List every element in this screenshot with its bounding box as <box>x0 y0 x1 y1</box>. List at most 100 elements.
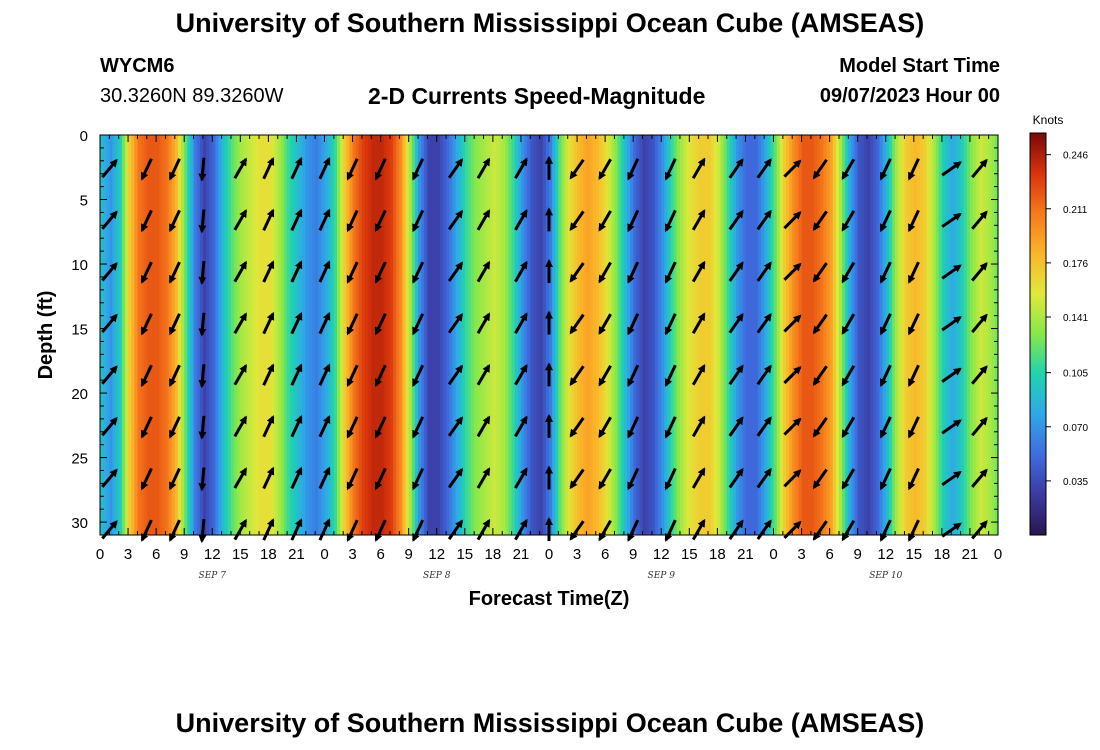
heatmap-cell <box>371 135 375 535</box>
current-vector-arrow <box>812 365 828 386</box>
heatmap-cell <box>920 135 924 535</box>
heatmap-cell <box>795 135 800 535</box>
current-vector-arrow <box>447 364 464 386</box>
heatmap-cell <box>586 135 591 535</box>
current-vector-arrow <box>514 415 528 438</box>
heatmap-cell <box>100 135 104 535</box>
x-tick-label: 9 <box>629 546 637 563</box>
current-vector-arrow <box>971 416 988 437</box>
current-vector-arrow <box>756 364 772 386</box>
x-tick-label: 21 <box>962 546 979 563</box>
current-vector-arrow <box>262 363 275 386</box>
current-vector-arrow <box>627 416 640 439</box>
heatmap-cell <box>499 135 503 535</box>
current-vector-arrow <box>812 262 828 283</box>
current-vector-arrow <box>691 363 706 386</box>
heatmap-cell <box>234 135 238 535</box>
heatmap-cell <box>729 135 734 535</box>
heatmap-cell <box>651 135 656 535</box>
current-vector-arrow <box>198 157 207 182</box>
heatmap-cell <box>717 135 722 535</box>
current-vector-arrow <box>412 158 425 181</box>
current-vector-arrow <box>598 261 612 284</box>
heatmap-cell <box>623 135 628 535</box>
heatmap-cell <box>732 135 737 535</box>
heatmap-cell <box>676 135 681 535</box>
heatmap-cell <box>343 135 347 535</box>
heatmap-cell <box>255 135 260 535</box>
current-vector-arrow <box>841 261 856 284</box>
current-vector-arrow <box>514 312 528 334</box>
current-vector-arrow <box>168 313 181 336</box>
heatmap-cell <box>754 135 759 535</box>
current-vector-arrow <box>447 519 464 540</box>
current-vector-arrow <box>627 467 640 491</box>
day-label: SEP 7 <box>199 571 227 581</box>
heatmap-cell <box>817 135 821 535</box>
current-vector-arrow <box>728 467 744 489</box>
heatmap-cell <box>287 135 291 535</box>
current-vector-arrow <box>569 210 585 232</box>
x-tick-label: 9 <box>854 546 862 563</box>
heatmap-cell <box>567 135 572 535</box>
current-vector-arrow <box>447 416 464 437</box>
current-vector-arrow <box>318 415 331 438</box>
current-vector-arrow <box>664 416 677 439</box>
current-vector-arrow <box>664 313 677 336</box>
heatmap-cell <box>128 135 132 535</box>
heatmap-cell <box>698 135 703 535</box>
heatmap-cell <box>221 135 226 535</box>
heatmap-cell <box>452 135 457 535</box>
heatmap-cell <box>549 135 553 535</box>
heatmap-cell <box>785 135 790 535</box>
current-vector-arrow <box>971 365 988 385</box>
heatmap-cell <box>701 135 706 535</box>
vector-arrows-layer <box>101 155 988 544</box>
current-vector-arrow <box>318 156 331 180</box>
current-vector-arrow <box>812 520 828 541</box>
heatmap-cell <box>402 135 407 535</box>
current-vector-arrow <box>168 519 181 542</box>
current-vector-arrow <box>101 158 118 179</box>
current-vector-arrow <box>569 158 585 180</box>
heatmap-cell <box>804 135 809 535</box>
heatmap-cell <box>913 135 918 535</box>
heatmap-cell <box>290 135 294 535</box>
heatmap-cell <box>767 135 771 535</box>
current-vector-arrow <box>290 208 303 232</box>
heatmap-cell <box>249 135 254 535</box>
heatmap-cell <box>951 135 955 535</box>
heatmap-cell <box>396 135 400 535</box>
heatmap-cell <box>994 135 999 535</box>
heatmap-cell <box>215 135 220 535</box>
current-vector-arrow <box>971 158 988 179</box>
heatmap-cell <box>539 135 544 535</box>
heatmap-cell <box>121 135 126 535</box>
heatmap-cell <box>810 135 815 535</box>
current-vector-arrow <box>941 419 962 435</box>
x-tick-label: 18 <box>260 546 277 563</box>
current-vector-arrow <box>101 520 118 540</box>
heatmap-cell <box>580 135 584 535</box>
heatmap-cell <box>857 135 862 535</box>
current-vector-arrow <box>756 312 772 334</box>
heatmap-cell <box>212 135 216 535</box>
current-vector-arrow <box>374 209 387 233</box>
heatmap-cell <box>642 135 647 535</box>
heatmap-cell <box>271 135 276 535</box>
current-vector-arrow <box>168 467 181 491</box>
heatmap-cell <box>486 135 491 535</box>
current-vector-arrow <box>841 210 856 232</box>
y-tick-label: 15 <box>71 322 88 339</box>
heatmap-cell <box>321 135 326 535</box>
current-vector-arrow <box>514 157 528 180</box>
current-vector-arrow <box>412 519 425 542</box>
current-vector-arrow <box>198 260 207 285</box>
current-vector-arrow <box>168 364 181 388</box>
axes-layer: 0 3 6 9 12 15 18 21 0 3 6 9 12 15 18 21 0 3 6 9 12 15 18 21 0 3 6 9… <box>71 128 1002 581</box>
heatmap-cell <box>835 135 840 535</box>
current-vector-arrow <box>318 363 331 386</box>
current-vector-arrow <box>783 366 802 385</box>
heatmap-cell <box>798 135 803 535</box>
current-vector-arrow <box>346 209 359 233</box>
